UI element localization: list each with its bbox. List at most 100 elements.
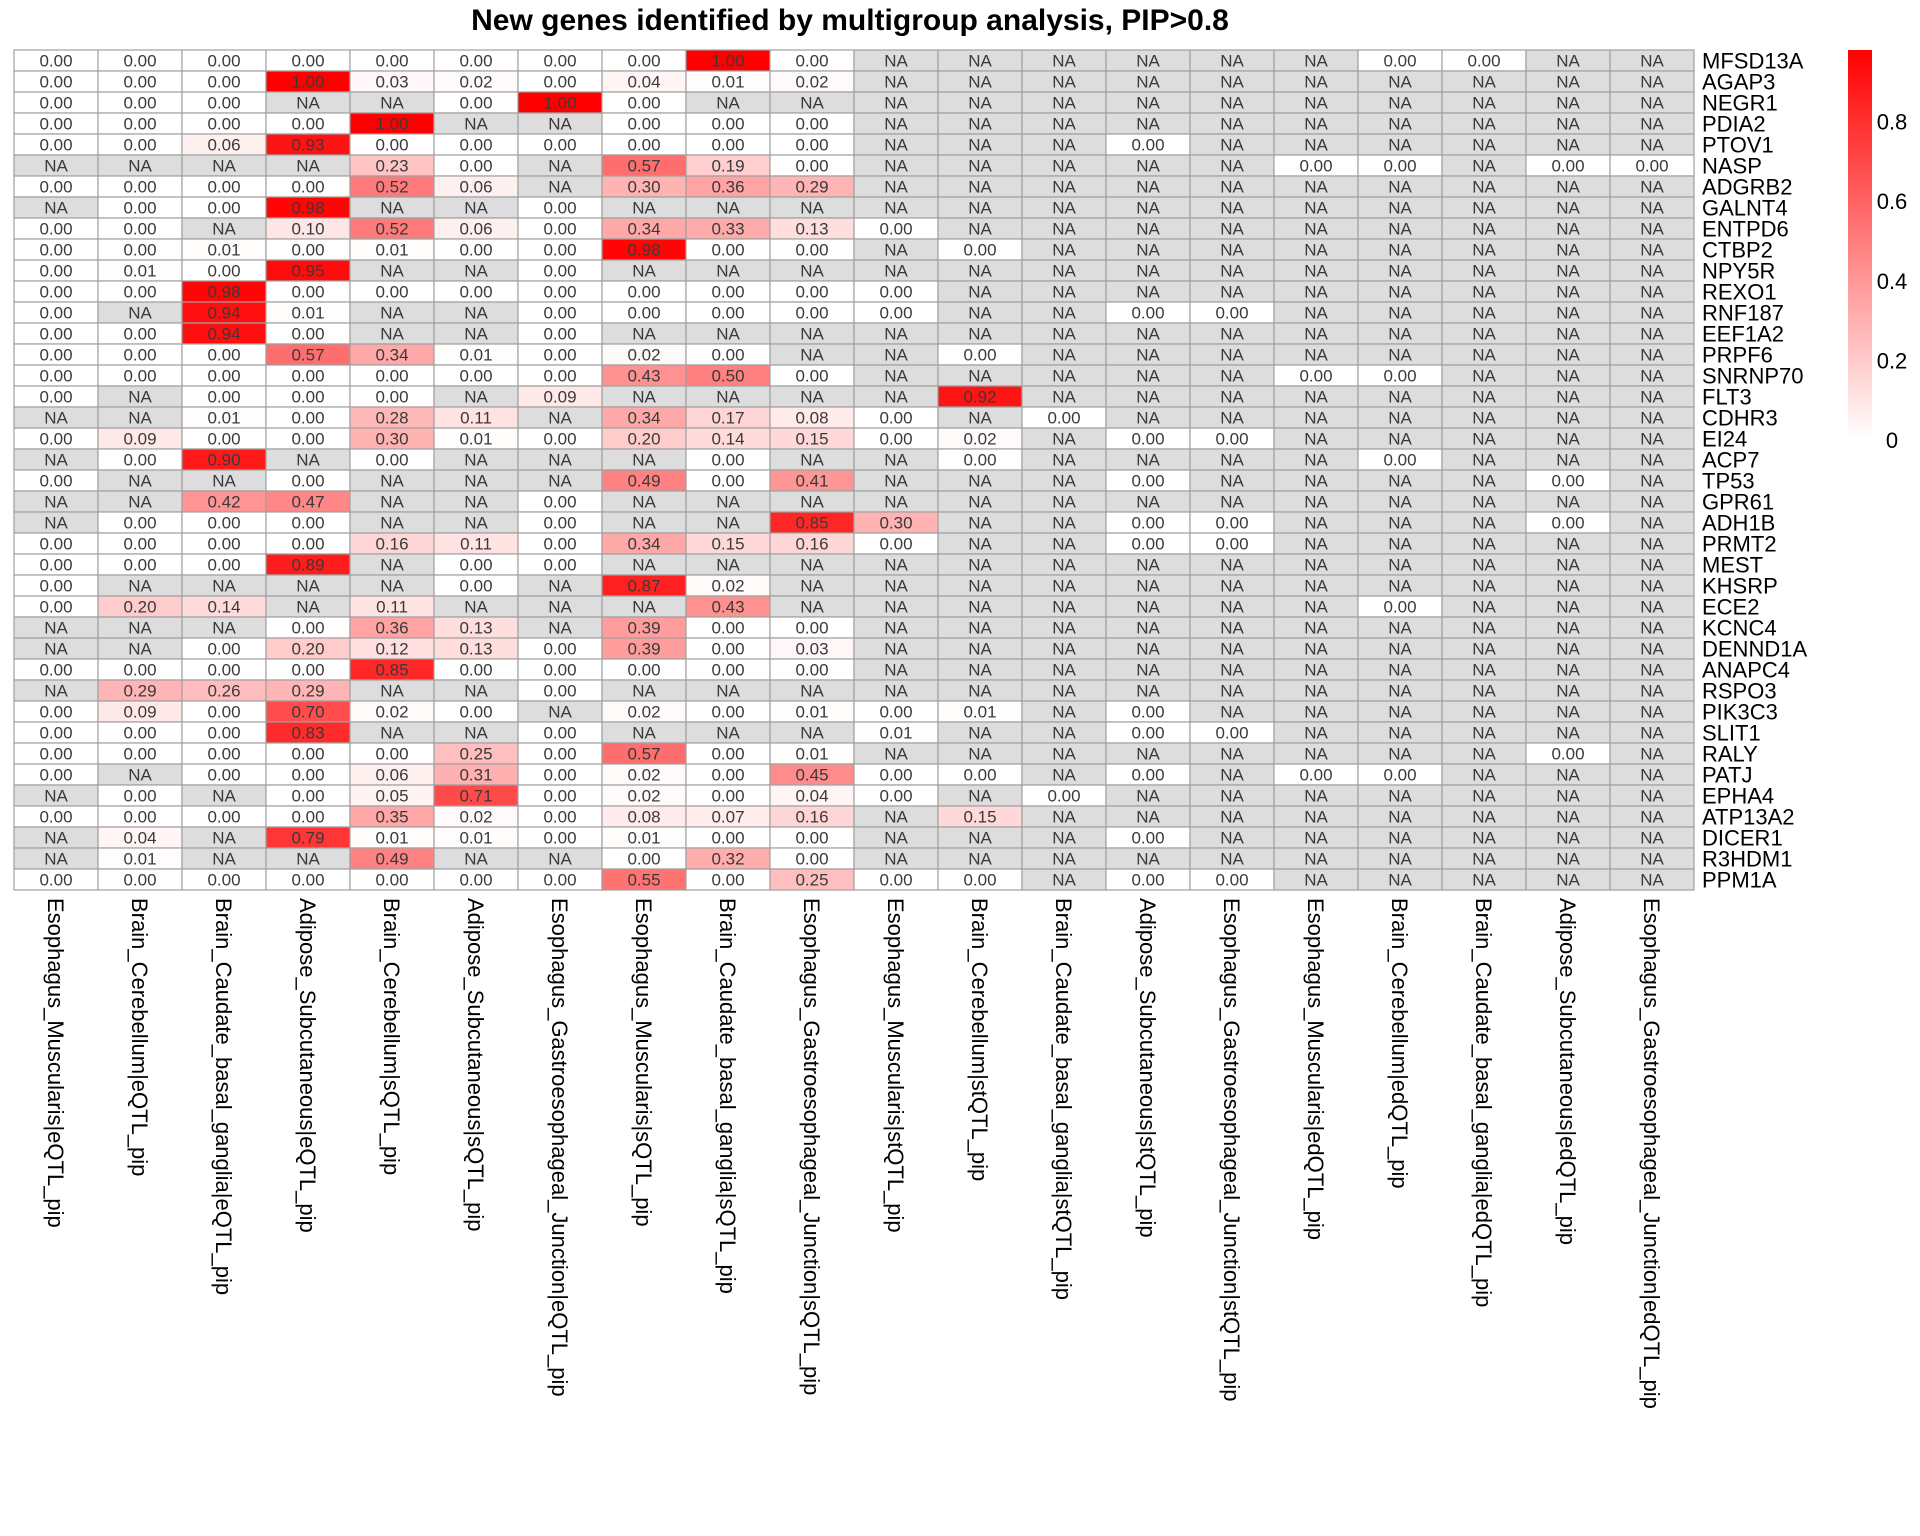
column-label: Esophagus_Muscularis|stQTL_pip [883, 898, 908, 1233]
cell-value-label: NA [1556, 283, 1580, 302]
cell-value-label: NA [968, 304, 992, 323]
cell-value-label: 0.00 [459, 556, 492, 575]
row-label: PRMT2 [1702, 532, 1777, 557]
cell-value-label: NA [1472, 808, 1496, 827]
cell-value-label: NA [800, 94, 824, 113]
cell-value-label: 0.00 [543, 220, 576, 239]
cell-value-label: 0.00 [711, 766, 744, 785]
cell-value-label: NA [1304, 871, 1328, 890]
cell-value-label: 0.30 [375, 430, 408, 449]
cell-value-label: 0.14 [207, 598, 240, 617]
cell-value-label: NA [1304, 451, 1328, 470]
cell-value-label: 0.00 [39, 661, 72, 680]
cell-value-label: 0.13 [459, 640, 492, 659]
cell-value-label: NA [1472, 514, 1496, 533]
cell-value-label: 0.01 [711, 73, 744, 92]
cell-value-label: NA [1304, 661, 1328, 680]
cell-value-label: 0.01 [123, 262, 156, 281]
cell-value-label: 0.00 [543, 535, 576, 554]
cell-value-label: NA [1304, 682, 1328, 701]
cell-value-label: NA [1640, 724, 1664, 743]
cell-value-label: 0.02 [963, 430, 996, 449]
cell-value-label: 0.00 [207, 346, 240, 365]
cell-value-label: NA [380, 94, 404, 113]
cell-value-label: NA [1388, 556, 1412, 575]
cell-value-label: 0.00 [711, 346, 744, 365]
cell-value-label: 0.57 [627, 157, 660, 176]
cell-value-label: NA [884, 745, 908, 764]
cell-value-label: NA [1052, 640, 1076, 659]
cell-value-label: 0.11 [460, 409, 492, 428]
cell-value-label: NA [1640, 850, 1664, 869]
cell-value-label: 0.00 [375, 388, 408, 407]
cell-value-label: 0.00 [711, 745, 744, 764]
cell-value-label: 0.00 [39, 283, 72, 302]
cell-value-label: NA [1136, 346, 1160, 365]
cell-value-label: NA [884, 367, 908, 386]
cell-value-label: 0.00 [795, 661, 828, 680]
cell-value-label: NA [1640, 136, 1664, 155]
cell-value-label: 0.00 [1131, 703, 1164, 722]
cell-value-label: 0.00 [543, 808, 576, 827]
cell-value-label: 0.00 [711, 787, 744, 806]
cell-value-label: 0.00 [543, 346, 576, 365]
cell-value-label: 0.00 [39, 808, 72, 827]
cell-value-label: NA [548, 115, 572, 134]
cell-value-label: NA [1388, 682, 1412, 701]
cell-value-label: NA [1472, 766, 1496, 785]
cell-value-label: 0.39 [627, 640, 660, 659]
cell-value-label: NA [1304, 220, 1328, 239]
cell-value-label: NA [632, 493, 656, 512]
cell-value-label: NA [968, 220, 992, 239]
cell-value-label: 0.14 [711, 430, 744, 449]
cell-value-label: 0.00 [123, 661, 156, 680]
cell-value-label: NA [1472, 682, 1496, 701]
column-label: Adipose_Subcutaneous|edQTL_pip [1555, 898, 1580, 1245]
cell-value-label: NA [128, 304, 152, 323]
row-label: RSPO3 [1702, 679, 1777, 704]
cell-value-label: 0.00 [963, 346, 996, 365]
cell-value-label: 0.00 [1383, 766, 1416, 785]
cell-value-label: NA [1220, 136, 1244, 155]
cell-value-label: NA [1640, 682, 1664, 701]
cell-value-label: NA [128, 640, 152, 659]
row-label: PIK3C3 [1702, 700, 1778, 725]
cell-value-label: 0.16 [795, 808, 828, 827]
cell-value-label: NA [968, 850, 992, 869]
cell-value-label: NA [1052, 367, 1076, 386]
cell-value-label: NA [1388, 409, 1412, 428]
cell-value-label: 0.02 [711, 577, 744, 596]
cell-value-label: 0.00 [123, 556, 156, 575]
cell-value-label: 0.34 [627, 409, 660, 428]
cell-value-label: 0.00 [1551, 472, 1584, 491]
cell-value-label: 0.00 [795, 304, 828, 323]
cell-value-label: 0.00 [795, 619, 828, 638]
cell-value-label: NA [1052, 745, 1076, 764]
cell-value-label: 0.00 [543, 241, 576, 260]
cell-value-label: 0.00 [123, 136, 156, 155]
cell-value-label: NA [1304, 241, 1328, 260]
cell-value-label: NA [1304, 430, 1328, 449]
cell-value-label: NA [800, 577, 824, 596]
cell-value-label: 0.00 [207, 388, 240, 407]
row-label: R3HDM1 [1702, 847, 1792, 872]
cell-value-label: NA [296, 577, 320, 596]
cell-value-label: 0.00 [795, 367, 828, 386]
cell-value-label: NA [1472, 367, 1496, 386]
row-label: EEF1A2 [1702, 322, 1784, 347]
cell-value-label: NA [1136, 199, 1160, 218]
cell-value-label: NA [212, 829, 236, 848]
cell-value-label: NA [1220, 556, 1244, 575]
cell-value-label: NA [1556, 52, 1580, 71]
cell-value-label: NA [884, 136, 908, 155]
cell-value-label: NA [716, 682, 740, 701]
cell-value-label: NA [968, 619, 992, 638]
cell-value-label: NA [1640, 262, 1664, 281]
cell-value-label: 0.02 [795, 73, 828, 92]
cell-value-label: NA [800, 493, 824, 512]
cell-value-label: NA [1052, 472, 1076, 491]
cell-value-label: NA [1388, 199, 1412, 218]
cell-value-label: 0.19 [711, 157, 744, 176]
cell-value-label: NA [1472, 430, 1496, 449]
